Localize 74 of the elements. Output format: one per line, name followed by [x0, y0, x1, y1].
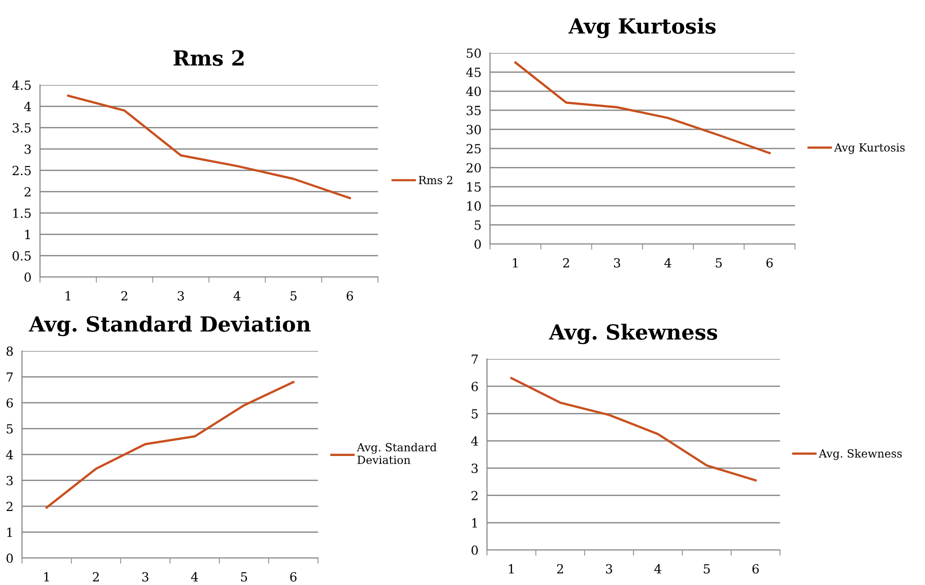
y-tick-label: 15: [467, 182, 481, 192]
y-tick-label: 50: [466, 48, 481, 58]
x-tick-label: 6: [290, 572, 297, 582]
x-tick-label: 1: [508, 564, 514, 574]
y-tick-label: 0: [474, 239, 481, 249]
y-tick-label: 40: [466, 86, 481, 96]
y-tick-label: 4.5: [12, 80, 31, 90]
y-tick-label: 35: [466, 106, 481, 116]
x-tick-label: 4: [664, 258, 672, 268]
y-tick-label: 5: [472, 409, 478, 418]
y-tick-label: 8: [6, 346, 13, 356]
legend-label: Avg. Skewness: [818, 449, 902, 460]
y-tick-label: 2: [6, 502, 12, 511]
y-tick-label: 0: [24, 272, 31, 282]
y-tick-label: 6: [6, 398, 13, 408]
line-series: [67, 94, 351, 200]
x-tick-label: 3: [614, 258, 620, 268]
x-tick-label: 2: [557, 564, 563, 574]
x-tick-label: 2: [121, 291, 128, 300]
y-tick-label: 1: [25, 230, 30, 240]
y-tick-label: 5: [6, 424, 13, 434]
x-tick-label: 1: [66, 291, 70, 300]
y-tick-label: 3: [24, 144, 31, 154]
x-tick-label: 6: [346, 291, 354, 301]
y-tick-label: 25: [466, 144, 481, 154]
chart-title: Avg Kurtosis: [568, 18, 716, 38]
chart-title: Avg. Skewness: [548, 324, 718, 344]
y-tick-label: 2: [24, 187, 30, 196]
y-tick-label: 3: [472, 464, 478, 474]
y-tick-label: 2: [472, 490, 478, 500]
x-tick-label: 1: [512, 258, 518, 268]
legend-label: Rms 2: [418, 176, 452, 184]
y-tick-label: 7: [472, 354, 478, 364]
y-tick-label: 5: [474, 220, 481, 230]
chart-title: Avg. Standard Deviation: [28, 316, 311, 336]
x-tick-label: 5: [290, 291, 297, 301]
y-tick-label: 7: [6, 372, 13, 382]
x-tick-label: 5: [716, 258, 722, 268]
y-tick-label: 0: [472, 545, 478, 555]
y-tick-label: 10: [467, 201, 481, 211]
x-tick-label: 1: [44, 572, 49, 582]
x-tick-label: 5: [704, 564, 710, 574]
y-tick-label: 4: [6, 450, 14, 460]
line-series: [46, 380, 294, 509]
x-tick-label: 6: [766, 258, 773, 268]
x-tick-label: 4: [191, 572, 198, 582]
x-tick-label: 2: [563, 258, 569, 268]
y-tick-label: 2.5: [12, 166, 31, 176]
y-tick-label: 4: [471, 436, 478, 446]
x-tick-label: 6: [752, 564, 759, 574]
x-tick-label: 4: [234, 291, 241, 300]
y-tick-label: 30: [466, 124, 481, 134]
y-tick-label: 1: [472, 518, 477, 528]
x-tick-label: 3: [178, 291, 184, 301]
x-tick-label: 5: [241, 572, 248, 582]
legend-label: Avg Kurtosis: [834, 143, 905, 154]
legend-label: Avg. Standard Deviation: [356, 442, 437, 464]
y-tick-label: 3.5: [12, 123, 31, 133]
x-tick-label: 4: [654, 564, 662, 574]
y-tick-label: 0.5: [12, 251, 31, 261]
y-tick-label: 1: [7, 528, 12, 537]
chart-title: Rms 2: [174, 50, 244, 66]
line-series: [514, 61, 771, 154]
y-tick-label: 20: [466, 163, 481, 173]
y-tick-label: 6: [472, 382, 478, 392]
y-tick-label: 45: [466, 68, 481, 78]
y-tick-label: 3: [6, 476, 13, 486]
y-tick-label: 0: [6, 553, 13, 563]
x-tick-label: 3: [142, 572, 148, 582]
y-tick-label: 4: [24, 102, 32, 112]
y-tick-label: 1.5: [13, 208, 31, 218]
line-series: [510, 376, 757, 482]
x-tick-label: 3: [606, 564, 612, 574]
x-tick-label: 2: [92, 572, 99, 582]
